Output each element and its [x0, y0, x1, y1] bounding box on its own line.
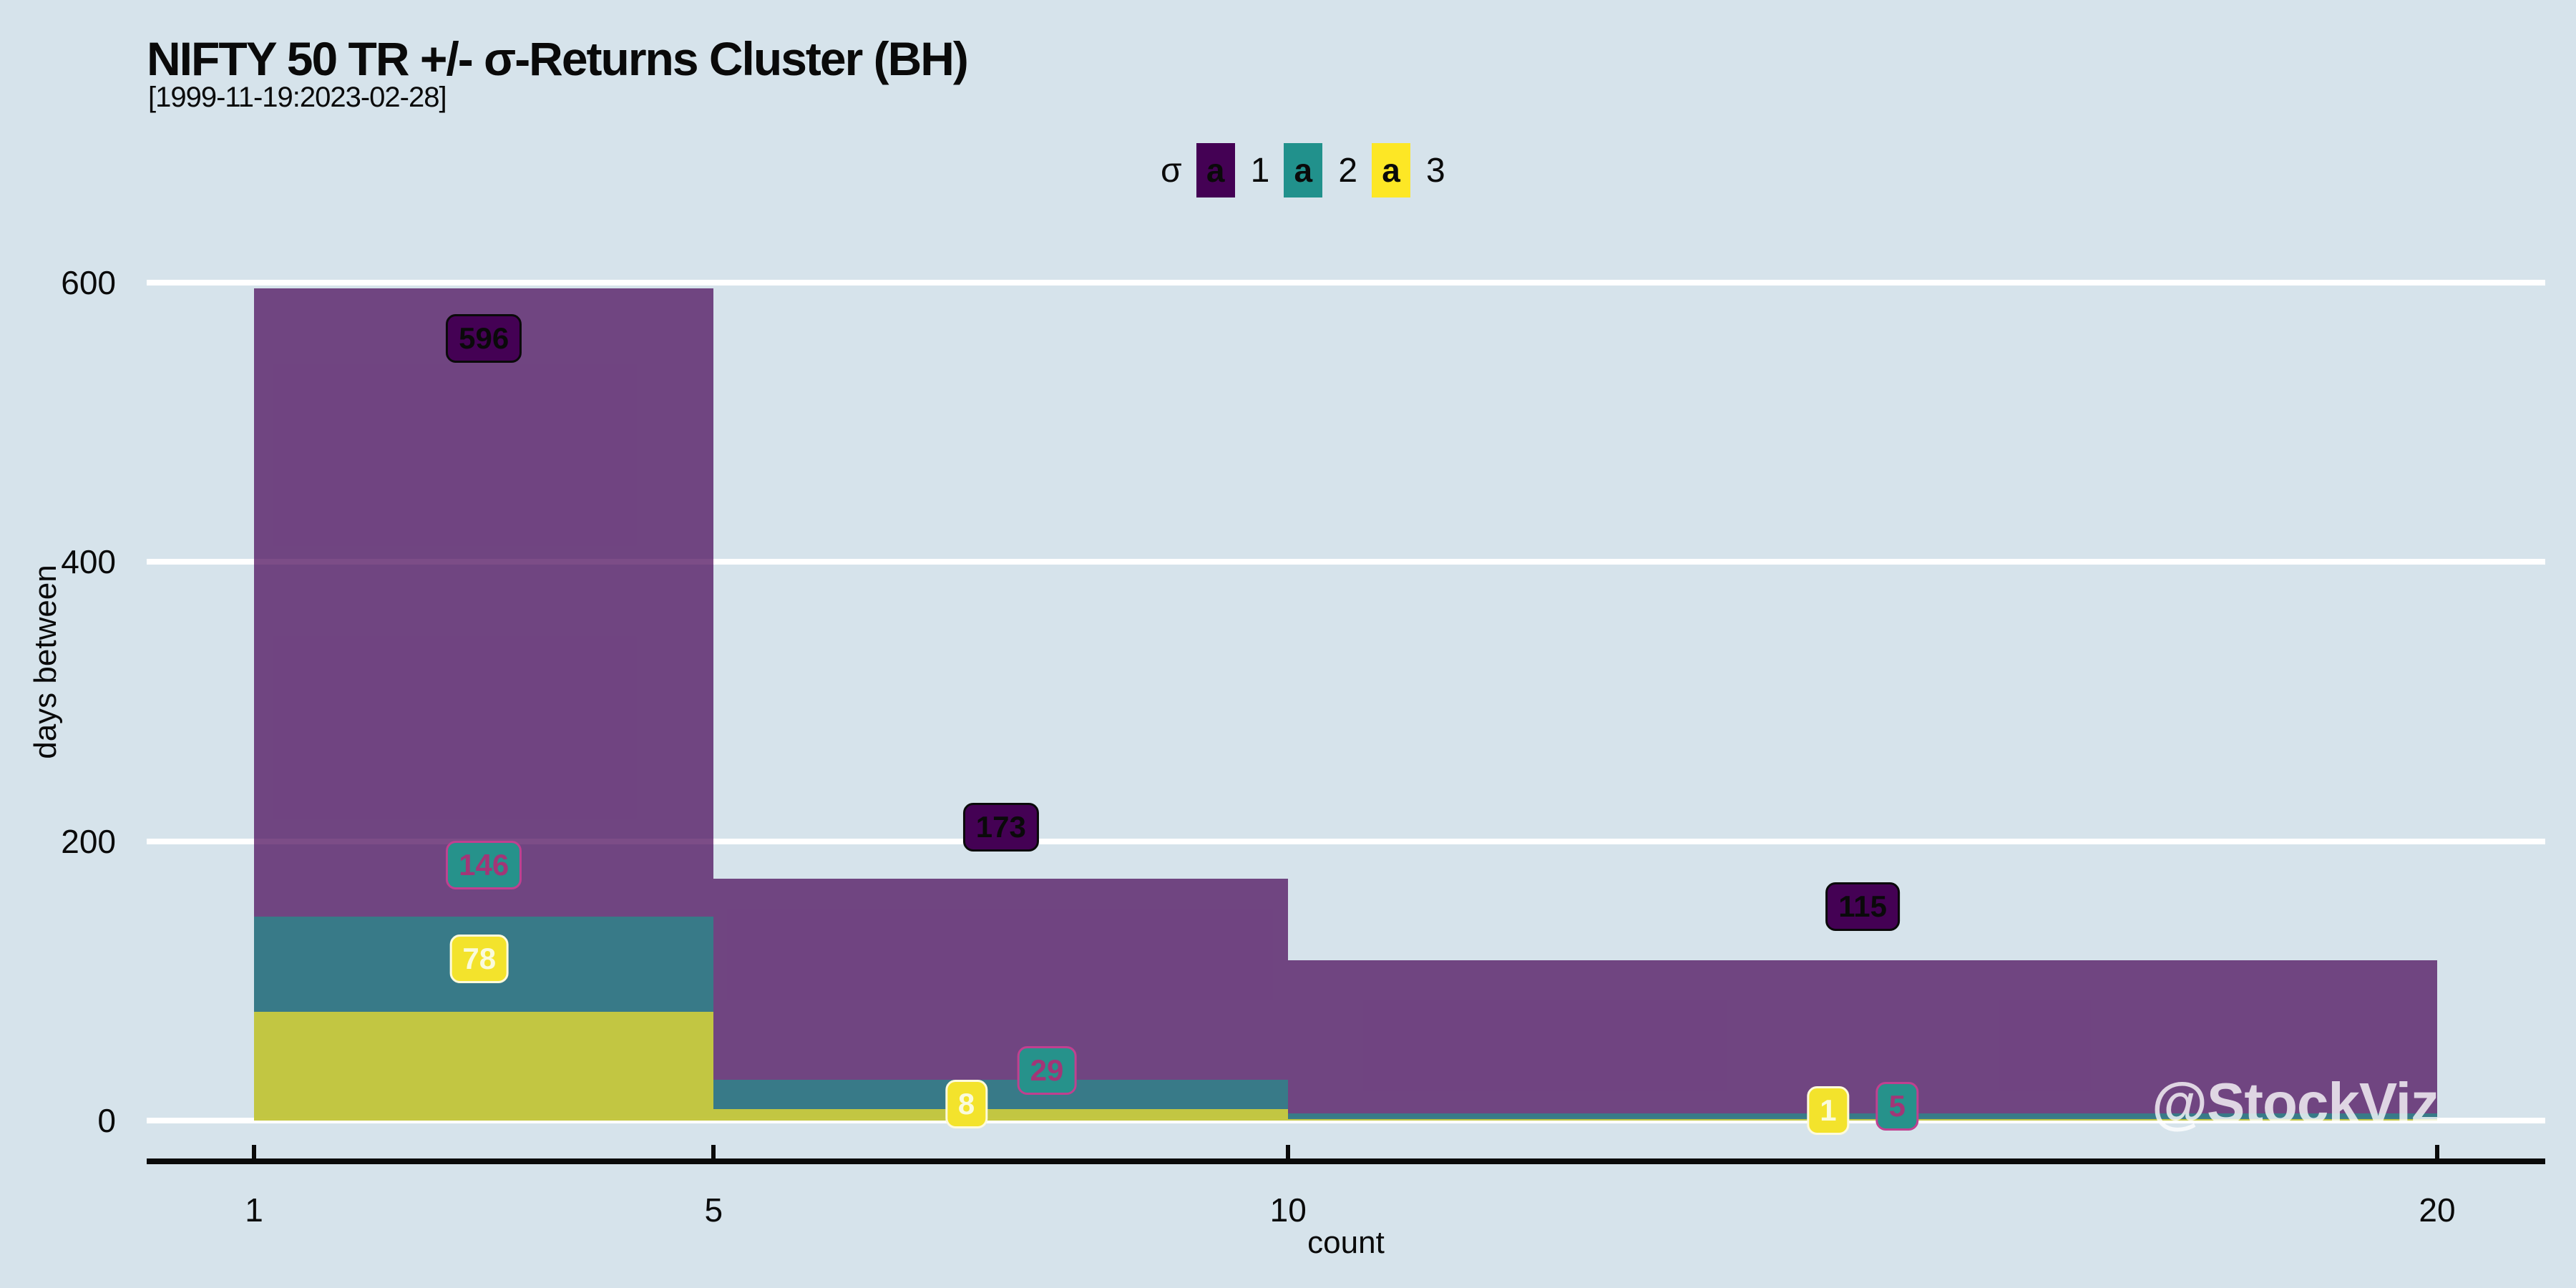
legend-key-swatch-2: a — [1284, 143, 1323, 197]
value-label-146: 146 — [446, 840, 522, 889]
x-tick-10 — [1286, 1145, 1291, 1158]
watermark: @StockViz — [2152, 1071, 2439, 1135]
gridline-y-200 — [147, 838, 2545, 844]
area-sigma2-bin3 — [1288, 1113, 2438, 1121]
x-axis-line — [147, 1158, 2545, 1164]
x-tick-label-5: 5 — [704, 1191, 723, 1229]
value-label-8: 8 — [945, 1079, 988, 1128]
gridline-y-0 — [147, 1118, 2545, 1123]
legend-title: σ — [1161, 151, 1182, 190]
value-label-29: 29 — [1017, 1045, 1077, 1095]
legend-key-swatch-3: a — [1372, 143, 1411, 197]
y-tick-label-600: 600 — [61, 263, 116, 301]
area-sigma3-bin1 — [254, 1011, 714, 1121]
gridline-y-400 — [147, 559, 2545, 565]
legend-item-label: 3 — [1426, 151, 1445, 190]
x-tick-label-10: 10 — [1269, 1191, 1307, 1229]
x-tick-5 — [711, 1145, 716, 1158]
value-label-1: 1 — [1807, 1086, 1850, 1136]
x-tick-20 — [2435, 1145, 2440, 1158]
value-label-173: 173 — [962, 803, 1039, 852]
y-tick-label-200: 200 — [61, 822, 116, 860]
value-label-115: 115 — [1825, 882, 1900, 932]
x-axis-title: count — [1307, 1225, 1385, 1260]
x-tick-1 — [252, 1145, 256, 1158]
y-tick-label-0: 0 — [97, 1102, 116, 1139]
chart-subtitle: [1999-11-19:2023-02-28] — [148, 82, 447, 113]
x-tick-label-1: 1 — [245, 1191, 263, 1229]
gridline-y-600 — [147, 279, 2545, 286]
value-label-5: 5 — [1875, 1082, 1918, 1131]
value-label-596: 596 — [446, 313, 522, 363]
chart-title: NIFTY 50 TR +/- σ-Returns Cluster (BH) — [147, 32, 969, 85]
area-sigma3-bin2 — [713, 1109, 1289, 1121]
legend-key-swatch-1: a — [1196, 143, 1235, 197]
legend-item-label: 1 — [1250, 151, 1270, 190]
y-tick-label-400: 400 — [61, 543, 116, 581]
area-sigma3-bin3 — [1288, 1119, 2438, 1121]
y-axis-title: days between — [28, 565, 63, 759]
value-label-78: 78 — [449, 934, 509, 983]
x-tick-label-20: 20 — [2419, 1191, 2456, 1229]
legend-item-label: 2 — [1338, 151, 1358, 190]
area-sigma1-bin3 — [1288, 960, 2438, 1121]
